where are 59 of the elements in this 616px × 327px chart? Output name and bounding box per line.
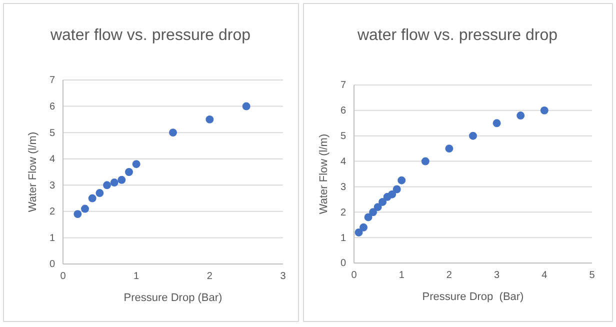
x-tick-label: 0 bbox=[351, 270, 358, 282]
point bbox=[421, 157, 430, 166]
point bbox=[445, 144, 454, 153]
x-tick-label: 4 bbox=[542, 270, 548, 282]
y-tick-label: 1 bbox=[340, 232, 346, 244]
x-tick-label: 2 bbox=[206, 271, 213, 282]
x-tick-label: 1 bbox=[398, 270, 405, 282]
point bbox=[469, 132, 477, 140]
point bbox=[364, 213, 372, 222]
point bbox=[206, 115, 214, 124]
x-axis-title: Pressure Drop (Bar) bbox=[422, 291, 524, 303]
chart-title: water flow vs. pressure drop bbox=[356, 27, 558, 44]
point bbox=[132, 160, 140, 168]
y-tick-label: 6 bbox=[340, 106, 346, 117]
point bbox=[360, 223, 368, 232]
y-tick-label: 1 bbox=[49, 232, 56, 244]
point bbox=[110, 178, 118, 186]
point bbox=[369, 208, 378, 216]
x-tick-label: 0 bbox=[60, 271, 66, 282]
x-tick-label: 1 bbox=[134, 271, 140, 282]
point bbox=[354, 228, 363, 236]
point bbox=[378, 198, 387, 206]
x-tick-label: 3 bbox=[494, 270, 500, 282]
y-tick-label: 3 bbox=[340, 182, 346, 193]
y-tick-label: 7 bbox=[340, 80, 346, 92]
point bbox=[96, 189, 104, 198]
x-tick-label: 3 bbox=[280, 271, 286, 282]
y-tick-label: 2 bbox=[340, 207, 346, 218]
x-tick-label: 2 bbox=[446, 270, 452, 282]
y-tick-label: 3 bbox=[49, 180, 56, 192]
y-tick-label: 7 bbox=[49, 75, 56, 86]
point bbox=[242, 102, 250, 110]
y-tick-label: 4 bbox=[340, 156, 346, 168]
point bbox=[81, 204, 89, 213]
point bbox=[374, 203, 382, 212]
point bbox=[88, 194, 96, 202]
y-tick-label: 6 bbox=[49, 101, 56, 112]
y-tick-label: 0 bbox=[340, 258, 346, 270]
y-tick-label: 5 bbox=[49, 128, 56, 139]
chart-title: water flow vs. pressure drop bbox=[49, 27, 251, 44]
point bbox=[388, 190, 396, 198]
point bbox=[398, 176, 406, 184]
y-tick-label: 5 bbox=[340, 131, 346, 142]
point bbox=[118, 176, 126, 184]
point bbox=[492, 119, 501, 128]
point bbox=[392, 185, 401, 194]
x-axis-title: Pressure Drop (Bar) bbox=[124, 292, 222, 304]
y-axis-title: Water Flow (l/m) bbox=[318, 134, 330, 214]
y-tick-label: 0 bbox=[49, 259, 56, 270]
point bbox=[103, 181, 111, 190]
y-tick-label: 2 bbox=[49, 206, 56, 218]
point bbox=[74, 210, 82, 218]
y-tick-label: 4 bbox=[49, 154, 56, 166]
point bbox=[516, 112, 525, 120]
point bbox=[169, 128, 177, 137]
point bbox=[125, 168, 133, 176]
x-tick-label: 5 bbox=[589, 270, 596, 282]
point bbox=[540, 106, 548, 114]
y-axis-title: Water Flow (l/m) bbox=[27, 132, 39, 212]
